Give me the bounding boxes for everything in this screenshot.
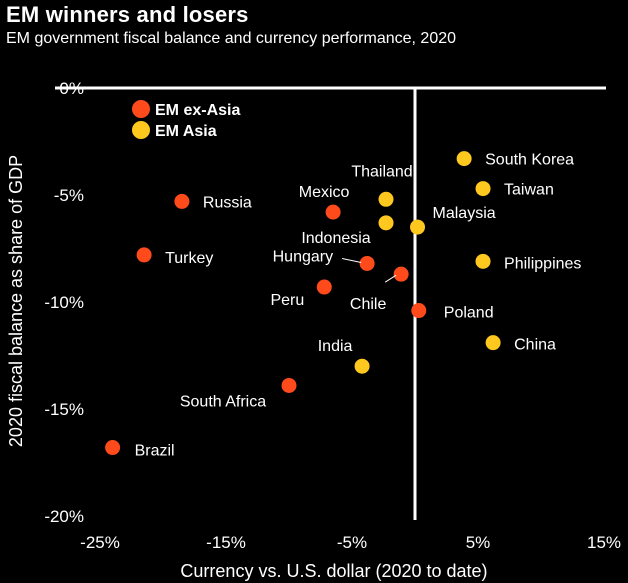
data-point bbox=[485, 335, 501, 351]
data-point bbox=[105, 440, 121, 456]
point-label: Mexico bbox=[299, 184, 350, 201]
legend-label: EM ex-Asia bbox=[155, 102, 240, 119]
point-label: South Korea bbox=[485, 152, 574, 169]
y-tick-label: -15% bbox=[44, 400, 84, 419]
legend-marker bbox=[132, 100, 150, 118]
point-label: Turkey bbox=[165, 250, 213, 267]
chart-title: EM winners and losers bbox=[6, 2, 249, 27]
label-leader-line bbox=[384, 274, 397, 283]
y-tick-label: -20% bbox=[44, 507, 84, 526]
data-point bbox=[411, 303, 427, 319]
point-label: Malaysia bbox=[433, 205, 496, 222]
point-label: Peru bbox=[270, 292, 304, 309]
data-point bbox=[378, 215, 394, 231]
y-tick-label: -10% bbox=[44, 293, 84, 312]
point-label: Russia bbox=[203, 194, 252, 211]
x-tick-label: 5% bbox=[466, 533, 491, 552]
x-tick-label: -25% bbox=[80, 533, 120, 552]
data-point bbox=[456, 151, 472, 167]
data-point bbox=[410, 219, 426, 235]
point-label: Indonesia bbox=[301, 230, 370, 247]
data-point bbox=[475, 181, 491, 197]
data-point bbox=[136, 247, 152, 263]
y-tick-label: -5% bbox=[54, 186, 84, 205]
chart-subtitle: EM government fiscal balance and currenc… bbox=[6, 30, 457, 47]
point-label: Philippines bbox=[504, 255, 581, 272]
legend-marker bbox=[132, 121, 150, 139]
label-leader-line bbox=[342, 257, 362, 263]
y-axis-title: 2020 fiscal balance as share of GDP bbox=[6, 155, 26, 447]
x-tick-label: -15% bbox=[206, 533, 246, 552]
x-axis-title: Currency vs. U.S. dollar (2020 to date) bbox=[180, 561, 487, 581]
data-point bbox=[378, 191, 394, 207]
data-point bbox=[325, 204, 341, 220]
legend-label: EM Asia bbox=[155, 123, 217, 140]
x-tick-label: 15% bbox=[587, 533, 621, 552]
point-label: Chile bbox=[350, 296, 387, 313]
point-label: China bbox=[514, 337, 556, 354]
data-point bbox=[354, 358, 370, 374]
point-label: South Africa bbox=[180, 393, 266, 410]
data-point bbox=[316, 279, 332, 295]
y-tick-label: 0% bbox=[59, 79, 84, 98]
point-label: Poland bbox=[444, 305, 494, 322]
x-tick-label: -5% bbox=[337, 533, 367, 552]
point-label: Thailand bbox=[351, 163, 412, 180]
data-point bbox=[359, 255, 375, 271]
point-label: Hungary bbox=[273, 248, 333, 265]
data-point bbox=[393, 266, 409, 282]
point-label: Taiwan bbox=[504, 182, 554, 199]
data-point bbox=[281, 377, 297, 393]
point-label: India bbox=[318, 338, 353, 355]
point-label: Brazil bbox=[135, 443, 175, 460]
data-point bbox=[174, 193, 190, 209]
data-point bbox=[475, 253, 491, 269]
